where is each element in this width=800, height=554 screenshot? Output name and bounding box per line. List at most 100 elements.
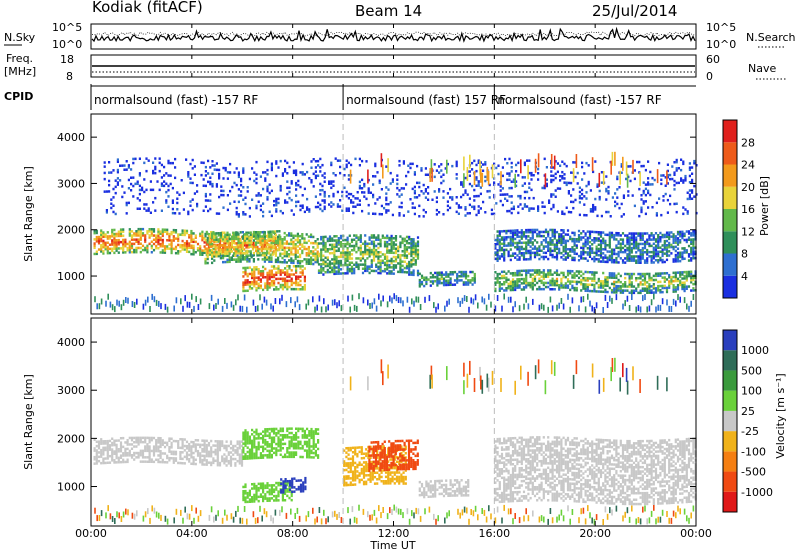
power-cell [299, 271, 302, 274]
power-cell [314, 240, 317, 243]
power-cell [692, 287, 695, 290]
power-cell [301, 171, 304, 174]
power-cell [578, 190, 581, 194]
power-cell [516, 233, 519, 236]
power-cell [551, 243, 554, 246]
power-cell [682, 162, 685, 166]
power-cell [100, 233, 103, 236]
power-cell [296, 296, 299, 303]
power-cell [239, 256, 242, 259]
power-cell [621, 250, 625, 254]
power-cell [268, 237, 271, 240]
power-cell [652, 291, 655, 294]
power-cell [573, 276, 576, 279]
power-cell [206, 257, 209, 261]
power-cell [286, 273, 289, 276]
power-cell [249, 250, 252, 253]
power-cell [575, 289, 578, 292]
power-cell [403, 252, 406, 255]
power-cell [662, 199, 665, 202]
power-cell [328, 239, 332, 242]
power-cell [566, 269, 570, 273]
velocity-cell [243, 506, 246, 512]
power-cell [510, 180, 513, 183]
power-cell [262, 202, 265, 205]
power-cell [330, 201, 333, 204]
power-cell [580, 232, 583, 235]
power-cell [423, 278, 426, 282]
power-cell [240, 179, 243, 183]
power-cell [225, 237, 228, 241]
power-cell [659, 240, 662, 243]
power-cell [374, 175, 377, 178]
power-cell [589, 189, 592, 192]
velocity-cell [221, 517, 224, 524]
power-cell [332, 203, 335, 206]
power-cell [547, 271, 550, 274]
power-cell [562, 284, 565, 287]
power-cell [346, 242, 349, 246]
power-cell [116, 160, 119, 163]
power-cell [277, 271, 280, 274]
power-cell [115, 232, 118, 236]
power-cell [433, 175, 436, 179]
power-cell [290, 209, 293, 212]
power-cell [665, 278, 669, 281]
power-cell [610, 282, 614, 286]
power-cell [259, 272, 262, 275]
velocity-cell [105, 512, 107, 519]
power-cell [290, 182, 293, 185]
power-cell [525, 273, 528, 277]
power-cell [550, 193, 553, 196]
power-cell [167, 205, 170, 208]
power-cell [196, 247, 200, 250]
power-cell [163, 228, 167, 231]
power-cell [310, 252, 313, 255]
power-cell [123, 191, 126, 194]
power-cell [542, 230, 545, 234]
power-cell [408, 273, 411, 276]
power-cell [353, 267, 356, 271]
power-cell [679, 234, 682, 238]
power-cell [584, 257, 587, 260]
power-cell [619, 170, 621, 185]
power-cell [396, 182, 399, 186]
power-cell [632, 246, 636, 250]
power-cell [187, 212, 190, 216]
power-cell [111, 230, 114, 234]
power-cell [405, 174, 408, 178]
power-cell [366, 244, 369, 248]
power-cell [682, 179, 685, 182]
power-cell [326, 248, 329, 251]
power-cell [471, 168, 474, 171]
power-cell [379, 271, 382, 275]
power-cell [246, 283, 249, 286]
power-cell [436, 282, 439, 285]
velocity-cell [294, 513, 296, 519]
power-cell [566, 229, 570, 232]
power-cell [403, 243, 406, 247]
power-cell [408, 237, 411, 241]
power-cell [117, 238, 120, 242]
power-cell [364, 267, 367, 270]
power-cell [105, 211, 108, 214]
power-cell [312, 252, 315, 255]
power-cell [235, 245, 238, 249]
power-cell [164, 303, 167, 310]
power-cell [544, 251, 548, 255]
power-cell [402, 162, 405, 165]
power-cell [685, 279, 688, 282]
power-cell [390, 259, 393, 263]
power-cell [176, 191, 179, 194]
power-cell [686, 210, 689, 213]
power-cell [370, 263, 373, 266]
power-cell [264, 177, 267, 180]
power-cell [316, 242, 319, 245]
power-cell [547, 243, 550, 246]
power-cell [505, 248, 508, 252]
power-cell [277, 197, 280, 201]
velocity-cell [488, 505, 490, 512]
power-cell [190, 232, 193, 235]
power-cell [331, 268, 334, 272]
power-cell [213, 244, 216, 248]
